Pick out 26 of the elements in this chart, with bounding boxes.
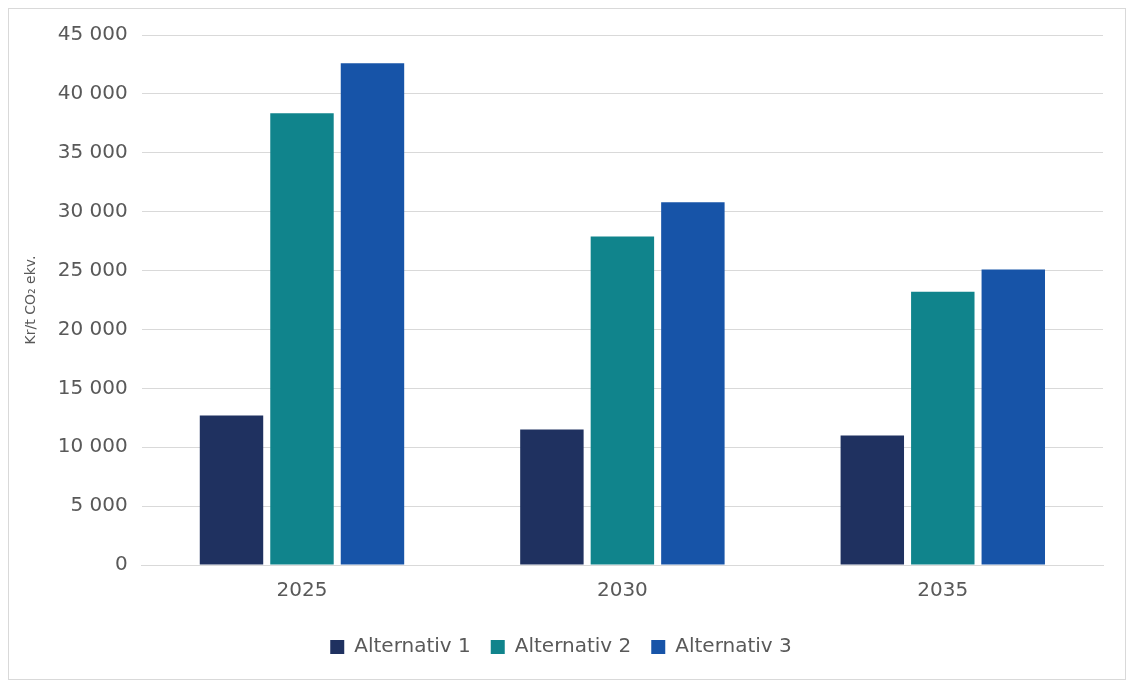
y-tick-label: 35 000 bbox=[57, 138, 128, 163]
y-tick-label: 10 000 bbox=[57, 433, 128, 458]
y-axis-title: Kr/t CO₂ ekv. bbox=[22, 255, 39, 345]
bar bbox=[270, 113, 334, 565]
legend-label: Alternativ 2 bbox=[514, 633, 632, 658]
bar bbox=[199, 415, 264, 565]
bar bbox=[661, 202, 725, 565]
bar bbox=[340, 63, 405, 565]
legend-label: Alternativ 3 bbox=[675, 633, 792, 658]
bar bbox=[590, 236, 655, 565]
y-tick-label: 15 000 bbox=[57, 374, 128, 399]
bar bbox=[840, 435, 905, 565]
y-tick-label: 45 000 bbox=[57, 21, 128, 46]
y-tick-label: 20 000 bbox=[57, 315, 128, 340]
y-tick-label: 40 000 bbox=[57, 80, 128, 105]
y-tick-label: 25 000 bbox=[57, 256, 128, 281]
bar bbox=[981, 269, 1046, 565]
x-tick-label: 2030 bbox=[596, 577, 648, 602]
x-tick-label: 2035 bbox=[917, 577, 969, 602]
bar bbox=[911, 291, 975, 565]
x-tick-label: 2025 bbox=[276, 577, 328, 602]
legend-label: Alternativ 1 bbox=[354, 633, 471, 658]
y-tick-label: 5 000 bbox=[70, 492, 128, 517]
y-tick-label: 0 bbox=[115, 551, 128, 576]
y-tick-label: 30 000 bbox=[57, 197, 128, 222]
bar bbox=[520, 429, 584, 565]
